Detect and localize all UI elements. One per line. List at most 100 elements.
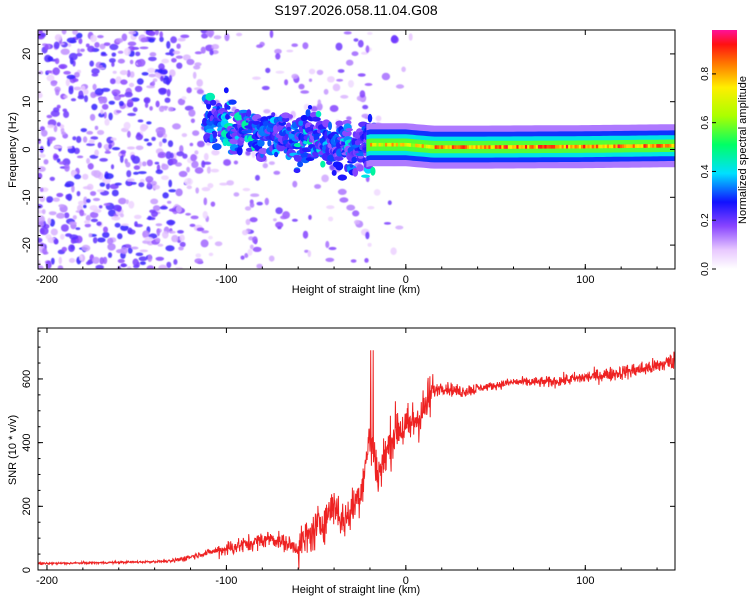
spectrogram-cell [430, 145, 433, 149]
spectrogram-cell [563, 144, 567, 149]
spectrogram-cell [104, 150, 112, 154]
spectrogram-cell [68, 258, 76, 263]
spectrogram-cell [611, 144, 614, 149]
spectrogram-cell [200, 239, 209, 248]
spectrogram-cell [181, 96, 187, 100]
spectrogram-cell [109, 58, 116, 63]
spectrogram-cell [166, 219, 176, 226]
spectrogram-cell [146, 265, 155, 269]
spectrogram-cell [73, 147, 80, 155]
spectrogram-cell [126, 146, 136, 150]
y-tick-label: 0 [21, 567, 33, 573]
spectrogram-cell [280, 215, 287, 220]
spectrogram-cell [86, 158, 91, 164]
spectrogram-cell [660, 144, 664, 148]
spectrogram-cell [125, 161, 131, 168]
spectrogram-cell [497, 145, 500, 149]
spectrogram-cell [89, 60, 94, 67]
spectrogram-cell [325, 257, 335, 262]
spectrogram-cell [390, 247, 397, 255]
spectrogram-cell [47, 56, 54, 61]
spectrogram-cell [137, 171, 147, 175]
spectrogram-cell [78, 254, 83, 261]
spectrogram-cell [256, 201, 263, 206]
spectrogram-cell [617, 144, 621, 149]
spectrogram-cell [165, 151, 172, 160]
spectrogram-cell [40, 32, 47, 37]
spectrogram-cell [335, 42, 343, 51]
spectrogram-cell [166, 261, 172, 269]
spectrogram-cell [111, 216, 121, 221]
spectrogram-cell [161, 58, 170, 64]
spectrogram-cell [196, 227, 205, 232]
spectrogram-cell [494, 145, 498, 149]
spectrogram-cell [323, 88, 329, 95]
spectrogram-cell [103, 42, 111, 46]
spectrogram-cell [137, 58, 146, 67]
spectrogram-cell [525, 145, 528, 149]
spectrogram-cell [247, 248, 253, 256]
spectrogram-cell [157, 243, 164, 247]
spectrogram-cell [425, 144, 429, 149]
spectrogram-cell [298, 83, 305, 90]
spectrogram-cell [127, 227, 133, 234]
spectrogram-cell [139, 178, 145, 184]
spectrogram-cell [314, 184, 322, 189]
spectrogram-cell [226, 180, 234, 186]
spectrogram-cell [100, 51, 106, 56]
spectrogram-cell [402, 142, 405, 147]
spectrogram-cell [162, 231, 169, 239]
spectrogram-cell [97, 130, 105, 135]
spectrogram-cell [80, 128, 88, 133]
spectrogram-cell [94, 125, 99, 130]
spectrogram-cell [97, 237, 106, 243]
spectrogram-cell [168, 75, 173, 82]
spectrogram-cell [637, 144, 640, 148]
spectrogram-cell [201, 187, 211, 192]
spectrogram-cell [159, 36, 164, 43]
spectrogram-cell [212, 137, 217, 143]
spectrogram-cell [169, 158, 178, 165]
spectrogram-cell [139, 261, 146, 265]
spectrogram-cell [118, 94, 126, 98]
spectrogram-cell [415, 143, 418, 148]
x-tick-label: -100 [215, 575, 237, 587]
spectrogram-cell [565, 144, 569, 149]
spectrogram-cell [50, 80, 58, 87]
spectrogram-cell [54, 34, 62, 42]
spectrogram-cell [240, 255, 245, 260]
spectrogram-cell [117, 233, 123, 240]
spectrogram-x-axis: -200 -100 0 100 [36, 30, 658, 286]
spectrogram-cell [203, 153, 209, 161]
spectrogram-cell [126, 130, 131, 138]
spectrogram-cell [202, 117, 208, 127]
spectrogram-cell [133, 165, 141, 170]
spectrogram-cell [219, 182, 229, 186]
spectrogram-cell [56, 212, 66, 219]
spectrogram-cell [170, 36, 178, 44]
spectrogram-cell [49, 176, 55, 181]
spectrogram-cell [211, 44, 220, 50]
spectrogram-cell [410, 143, 414, 147]
spectrogram-cell [116, 110, 122, 114]
x-tick-label: 100 [576, 274, 594, 286]
spectrogram-cell [421, 144, 425, 148]
spectrogram-cell [91, 170, 98, 177]
spectrogram-cell [249, 202, 255, 208]
spectrogram-cell [669, 143, 672, 148]
spectrogram-cell [63, 110, 70, 118]
spectrogram-cell [39, 187, 44, 192]
spectrogram-cell [359, 90, 366, 98]
spectrogram-cell [75, 227, 81, 231]
spectrogram-cell [168, 106, 174, 112]
spectrogram-cell [624, 144, 627, 148]
y-tick-label: 20 [21, 48, 33, 60]
spectrogram-cell [274, 151, 279, 158]
spectrogram-cell [195, 253, 202, 258]
spectrogram-cell [38, 166, 46, 172]
spectrogram-cell [189, 142, 194, 147]
spectrogram-cell [389, 142, 392, 147]
spectrogram-cell [209, 49, 214, 56]
spectrogram-cell [307, 105, 313, 110]
